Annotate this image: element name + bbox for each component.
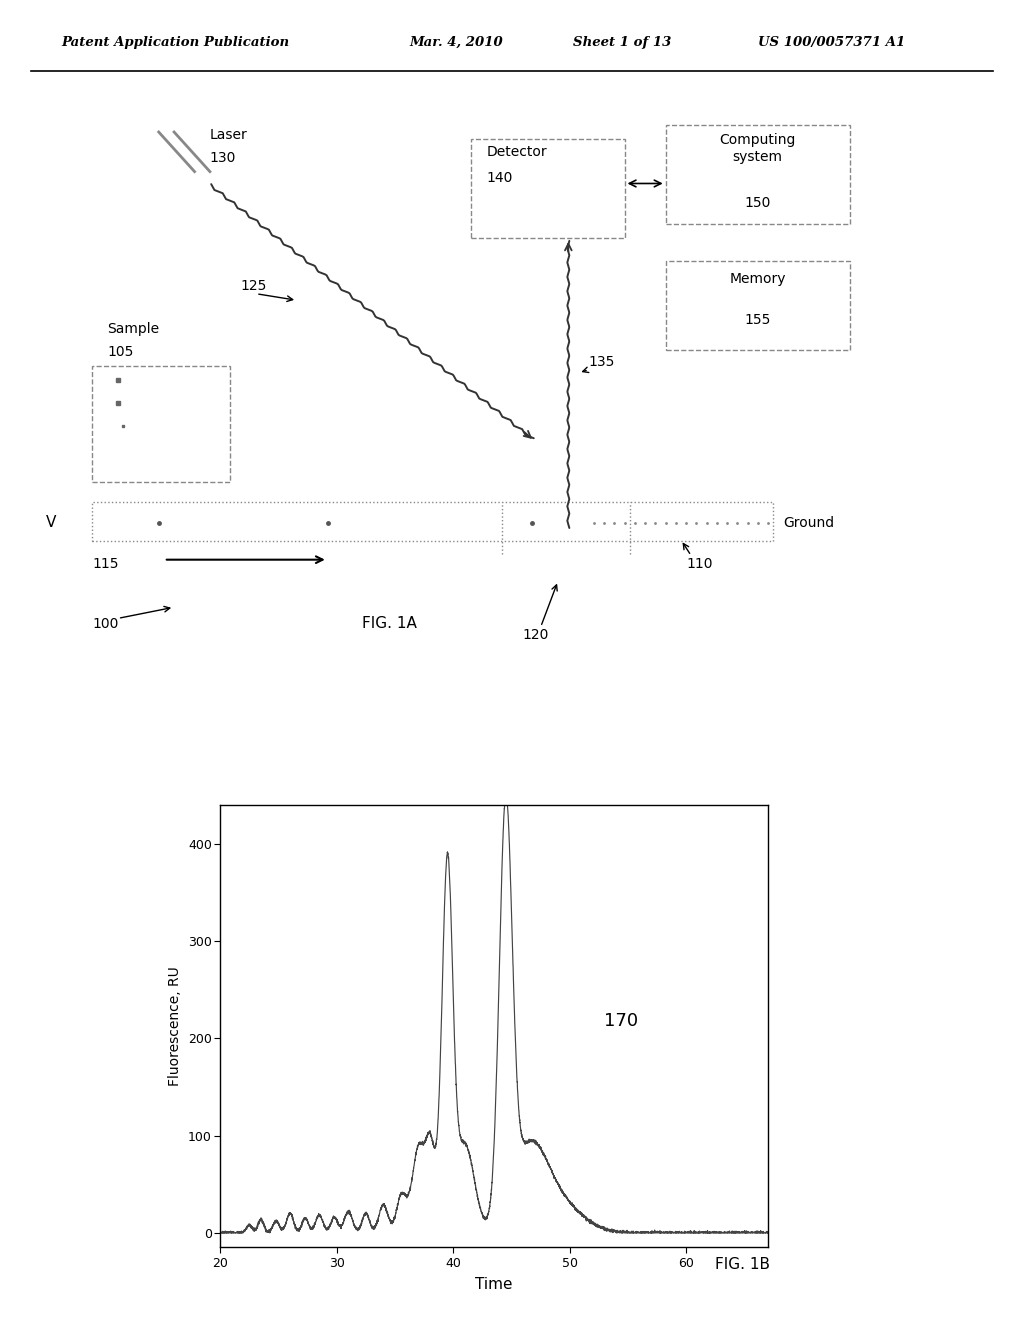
Text: 170: 170 [604,1012,638,1031]
Text: 130: 130 [210,152,237,165]
Bar [666,125,850,224]
Text: 155: 155 [744,313,771,327]
Text: Computing
system: Computing system [720,133,796,164]
Text: 140: 140 [486,172,513,185]
Text: Laser: Laser [210,128,248,143]
Bar [666,261,850,350]
Bar [471,139,625,238]
Text: FIG. 1B: FIG. 1B [715,1257,770,1272]
Text: Ground: Ground [783,516,835,529]
Text: Memory: Memory [729,272,786,286]
Text: Detector: Detector [486,145,547,160]
Bar [92,502,773,541]
Text: 125: 125 [241,280,267,293]
Text: Patent Application Publication: Patent Application Publication [61,36,290,49]
Text: US 100/0057371 A1: US 100/0057371 A1 [758,36,905,49]
Text: 120: 120 [522,628,549,642]
Text: 100: 100 [92,616,119,631]
Text: 150: 150 [744,197,771,210]
Text: Sheet 1 of 13: Sheet 1 of 13 [573,36,672,49]
Text: V: V [46,515,56,531]
Text: Sample: Sample [108,322,160,337]
Text: Mar. 4, 2010: Mar. 4, 2010 [410,36,504,49]
Text: 105: 105 [108,346,134,359]
Y-axis label: Fluorescence, RU: Fluorescence, RU [168,966,182,1086]
Bar [92,367,230,482]
Text: 110: 110 [686,557,713,572]
Text: 115: 115 [92,557,119,572]
X-axis label: Time: Time [475,1276,513,1292]
Text: 135: 135 [589,355,615,370]
Text: FIG. 1A: FIG. 1A [361,616,417,631]
